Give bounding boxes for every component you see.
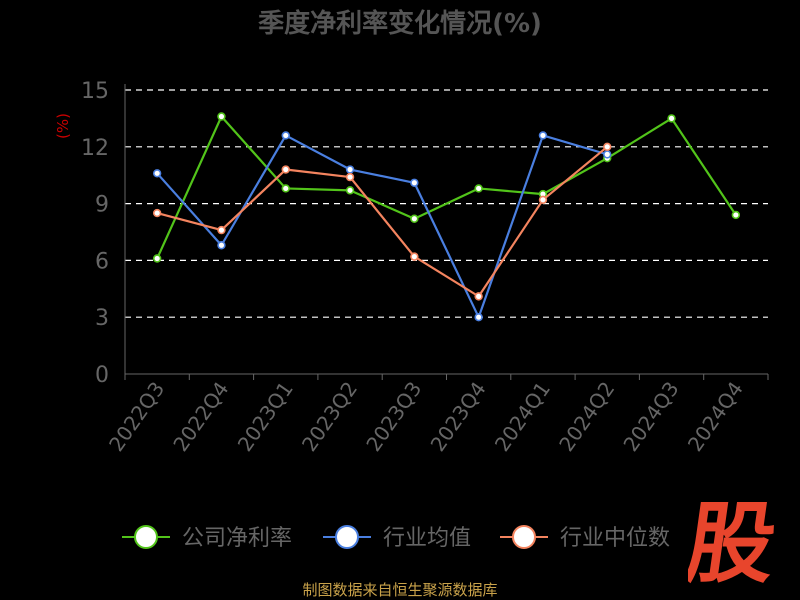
chart-title: 季度净利率变化情况(%) (258, 8, 542, 39)
data-point (281, 131, 290, 140)
series-line (156, 145, 608, 298)
series-line (156, 115, 737, 259)
x-tick-label: 2024Q1 (490, 377, 555, 456)
series-line (156, 134, 608, 319)
y-tick-label: 3 (95, 306, 109, 331)
data-point (667, 114, 676, 123)
x-tick-label: 2023Q1 (233, 377, 298, 456)
x-tick-label: 2022Q3 (104, 377, 169, 456)
data-point (538, 131, 548, 140)
source-text: 制图数据来自恒生聚源数据库 (302, 581, 498, 599)
y-tick-label: 9 (95, 193, 109, 218)
data-point (281, 184, 290, 193)
data-point (410, 214, 419, 223)
data-point (152, 254, 162, 263)
data-point (410, 178, 419, 187)
y-axis-label: (%) (54, 113, 72, 139)
data-point (345, 165, 355, 174)
series-group (152, 131, 612, 322)
data-point (474, 292, 483, 301)
series-group (152, 112, 741, 263)
data-point (152, 208, 162, 218)
x-tick-label: 2024Q4 (683, 377, 748, 456)
legend-marker (335, 525, 359, 549)
svg-text:股: 股 (688, 494, 782, 586)
y-tick-label: 0 (95, 363, 109, 388)
legend-item: 行业均值 (323, 525, 471, 551)
data-point (217, 112, 226, 121)
y-tick-label: 15 (81, 79, 109, 104)
data-point (603, 150, 612, 159)
data-point (603, 142, 612, 152)
legend: 公司净利率 行业均值 行业中位数 (122, 525, 670, 551)
legend-marker (134, 525, 158, 549)
x-tick-label: 2024Q3 (618, 377, 683, 456)
x-tick-label: 2023Q3 (361, 377, 426, 456)
series-lines (152, 112, 741, 322)
data-point (281, 165, 290, 174)
data-point (474, 184, 483, 193)
data-point (152, 169, 162, 178)
legend-marker (512, 525, 536, 549)
data-point (217, 241, 226, 250)
data-point (345, 186, 355, 195)
data-point (410, 252, 419, 261)
x-tick-label: 2024Q2 (554, 377, 619, 456)
y-tick-label: 12 (81, 136, 109, 161)
x-tick-label: 2023Q4 (426, 377, 491, 456)
legend-item: 公司净利率 (122, 525, 292, 551)
data-point (345, 172, 355, 182)
series-group (152, 142, 612, 301)
legend-item: 行业中位数 (500, 525, 670, 551)
legend-label: 行业均值 (383, 526, 471, 551)
legend-label: 公司净利率 (182, 526, 292, 551)
y-tick-label: 6 (95, 249, 109, 274)
data-point (731, 210, 741, 220)
x-tick-label: 2022Q4 (168, 377, 233, 456)
x-tick-label: 2023Q2 (297, 377, 362, 456)
data-point (538, 195, 548, 205)
watermark-logo: 股 (688, 494, 782, 586)
data-point (474, 313, 483, 322)
legend-label: 行业中位数 (560, 526, 670, 551)
data-point (217, 225, 226, 235)
